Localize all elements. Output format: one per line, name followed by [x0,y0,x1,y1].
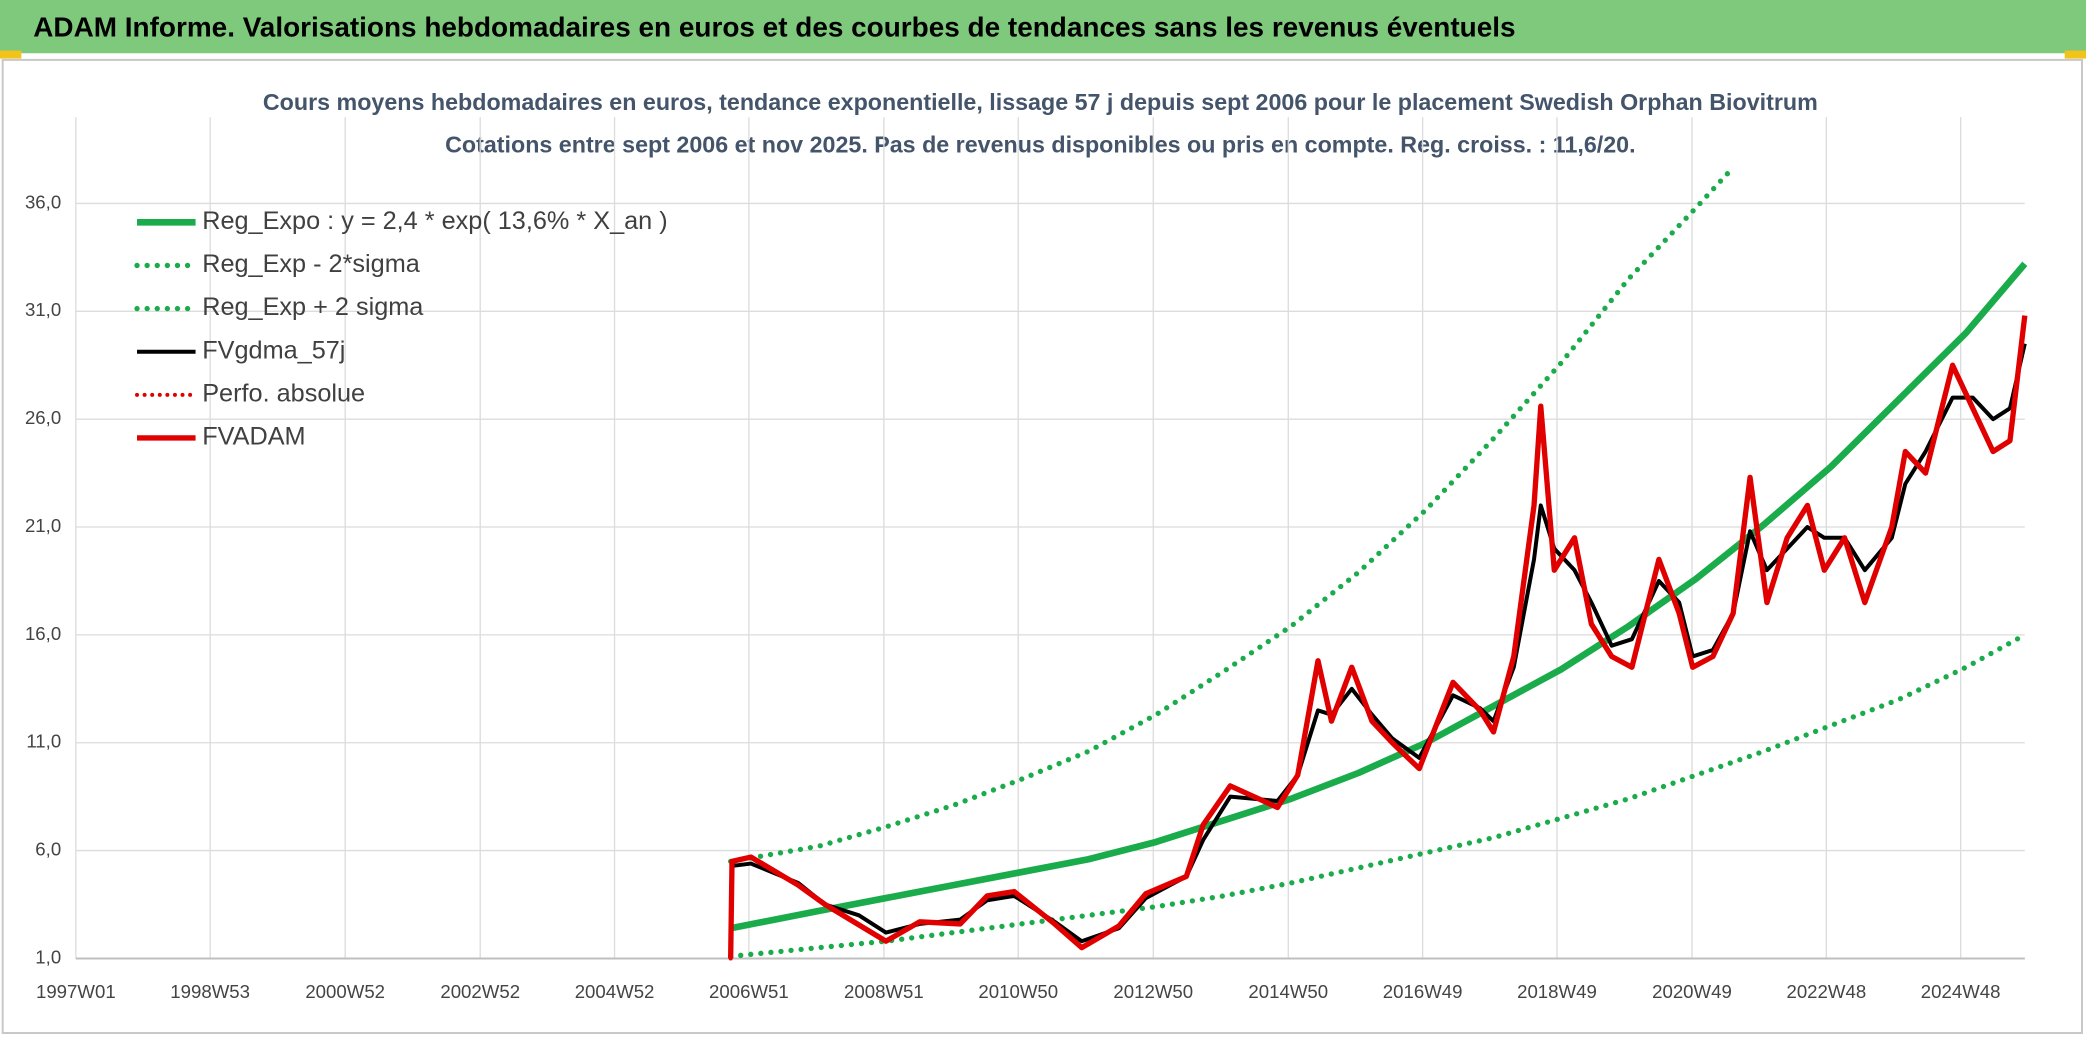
y-tick-label: 1,0 [35,946,61,967]
banner [0,0,2086,54]
series-line [727,168,1733,865]
x-tick-label: 2008W51 [844,981,924,1002]
series-layer [727,168,2028,961]
x-tick-label: 1998W53 [170,981,250,1002]
legend: Reg_Expo : y = 2,4 * exp( 13,6% * X_an )… [134,207,668,451]
legend-label: Reg_Exp + 2 sigma [202,293,424,321]
legend-label: FVADAM [202,423,305,451]
legend-label: FVgdma_57j [202,336,345,364]
x-tick-label: 2014W50 [1248,981,1328,1002]
legend-label: Reg_Expo : y = 2,4 * exp( 13,6% * X_an ) [202,207,667,235]
y-tick-label: 16,0 [25,623,61,644]
banner-title: ADAM Informe. Valorisations hebdomadaire… [33,12,1515,43]
x-tick-label: 1997W01 [36,981,116,1002]
legend-label: Perfo. absolue [202,379,365,407]
x-tick-label: 2006W51 [709,981,789,1002]
y-tick-label: 11,0 [26,731,61,752]
x-tick-label: 2004W52 [575,981,655,1002]
y-tick-label: 26,0 [25,407,61,428]
x-tick-label: 2024W48 [1921,981,2001,1002]
chart-title: Cours moyens hebdomadaires en euros, ten… [263,89,1818,115]
x-tick-label: 2022W48 [1786,981,1866,1002]
corner [2064,50,2086,59]
y-tick-label: 31,0 [25,299,61,320]
y-tick-label: 36,0 [25,191,61,212]
x-tick-label: 2000W52 [305,981,385,1002]
series-line [727,315,2028,959]
chart-subtitle: Cotations entre sept 2006 et nov 2025. P… [445,132,1635,158]
x-tick-label: 2012W50 [1113,981,1193,1002]
x-tick-label: 2010W50 [978,981,1058,1002]
corner [0,50,22,59]
x-tick-label: 2020W49 [1652,981,1732,1002]
x-tick-label: 2018W49 [1517,981,1597,1002]
chart-frame [1,58,2084,1035]
legend-label: Reg_Exp - 2*sigma [202,250,421,278]
series-line [727,632,2028,959]
x-tick-label: 2016W49 [1383,981,1463,1002]
series-line [730,261,2028,932]
y-tick-label: 21,0 [25,515,61,536]
grid: 1,0 6,0 11,0 16,0 21,0 26,0 31,0 36,0 1997W01 199… [25,117,2025,1002]
y-tick-label: 6,0 [35,839,61,860]
x-tick-label: 2002W52 [440,981,520,1002]
